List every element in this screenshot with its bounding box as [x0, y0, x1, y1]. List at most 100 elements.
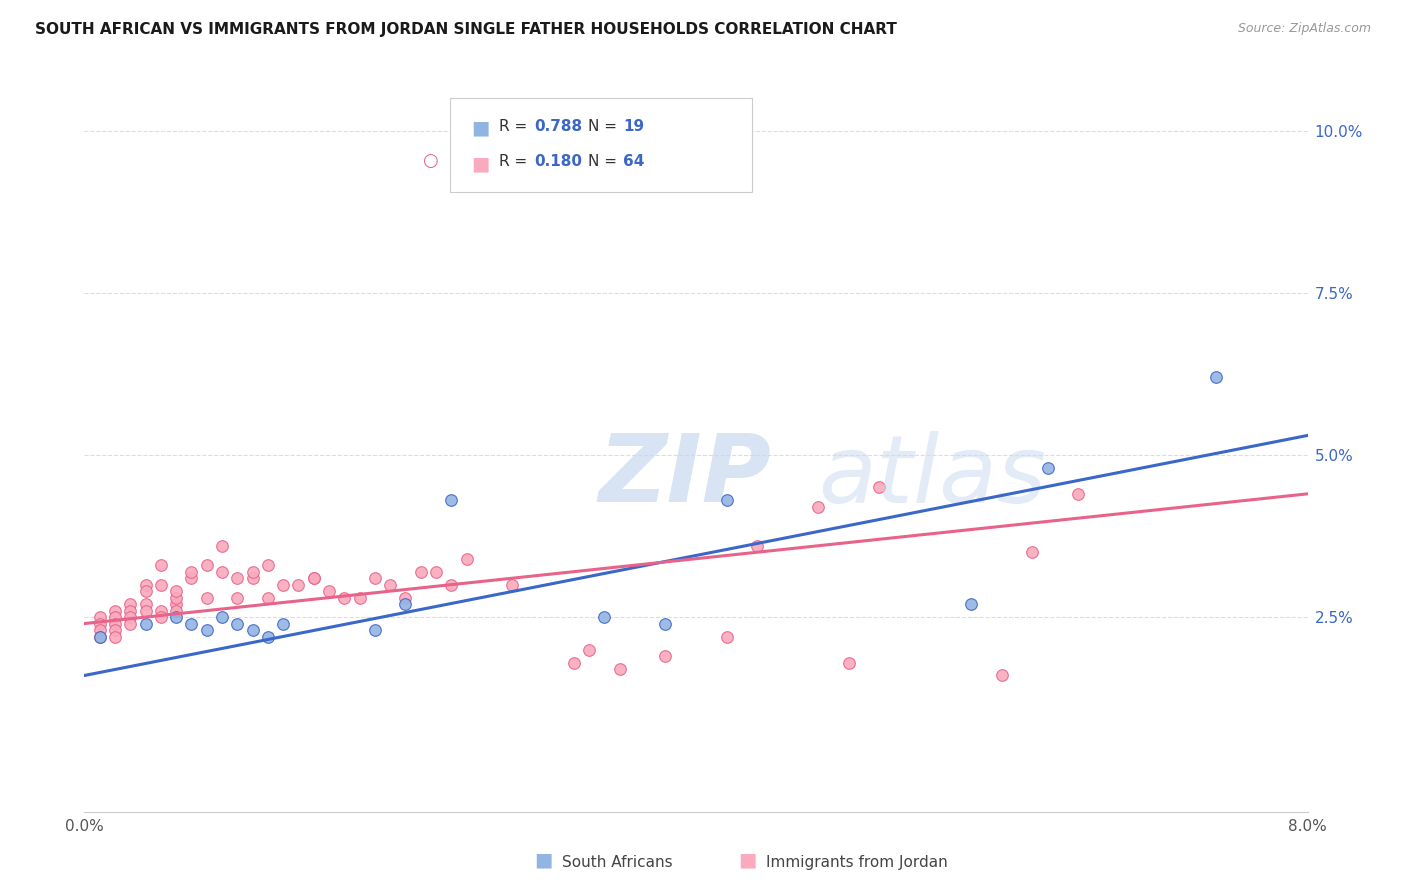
Point	[869, 480, 891, 494]
Point	[578, 642, 600, 657]
Point	[593, 610, 616, 624]
Point	[716, 493, 738, 508]
Point	[211, 610, 233, 624]
Point	[149, 604, 172, 618]
Point	[135, 597, 157, 611]
Point	[165, 610, 187, 624]
Point	[89, 630, 111, 644]
Point	[271, 577, 294, 591]
Point	[180, 571, 202, 585]
Point	[180, 565, 202, 579]
Point	[716, 630, 738, 644]
Point	[165, 597, 187, 611]
Point	[807, 500, 830, 514]
Point	[135, 616, 157, 631]
Text: atlas: atlas	[818, 431, 1046, 522]
Point	[960, 597, 983, 611]
Point	[394, 591, 416, 605]
Point	[349, 591, 371, 605]
Text: N =: N =	[588, 154, 621, 169]
Point	[257, 558, 280, 573]
Text: R =: R =	[499, 119, 533, 134]
Text: ■: ■	[471, 119, 489, 137]
Point	[104, 616, 127, 631]
Point	[89, 623, 111, 637]
Point	[242, 623, 264, 637]
Point	[242, 571, 264, 585]
Point	[120, 597, 142, 611]
Point	[104, 610, 127, 624]
Text: R =: R =	[499, 154, 533, 169]
Text: N =: N =	[588, 119, 621, 134]
Text: 0.180: 0.180	[534, 154, 582, 169]
Point	[226, 591, 249, 605]
Point	[654, 648, 676, 663]
Point	[991, 668, 1014, 682]
Point	[1021, 545, 1043, 559]
Point	[135, 577, 157, 591]
Point	[394, 597, 416, 611]
Point	[1036, 461, 1059, 475]
Text: ■: ■	[471, 154, 489, 173]
Point	[287, 577, 309, 591]
Text: 0.788: 0.788	[534, 119, 582, 134]
Point	[242, 565, 264, 579]
Point	[440, 493, 463, 508]
Point	[89, 616, 111, 631]
Point	[1205, 370, 1227, 384]
Point	[135, 584, 157, 599]
Point	[333, 591, 356, 605]
Point	[211, 565, 233, 579]
Point	[257, 630, 280, 644]
Point	[89, 610, 111, 624]
Point	[838, 656, 860, 670]
Point	[120, 616, 142, 631]
Point	[120, 604, 142, 618]
Point	[226, 571, 249, 585]
Text: ○: ○	[422, 152, 437, 169]
Point	[425, 565, 447, 579]
Text: SOUTH AFRICAN VS IMMIGRANTS FROM JORDAN SINGLE FATHER HOUSEHOLDS CORRELATION CHA: SOUTH AFRICAN VS IMMIGRANTS FROM JORDAN …	[35, 22, 897, 37]
Text: ZIP: ZIP	[598, 430, 770, 523]
Point	[409, 565, 432, 579]
Point	[104, 623, 127, 637]
Point	[380, 577, 402, 591]
Point	[195, 591, 218, 605]
Point	[149, 610, 172, 624]
Point	[104, 604, 127, 618]
Point	[89, 630, 111, 644]
Point	[1067, 487, 1090, 501]
Point	[271, 616, 294, 631]
Point	[318, 584, 340, 599]
Point	[226, 616, 249, 631]
Text: Source: ZipAtlas.com: Source: ZipAtlas.com	[1237, 22, 1371, 36]
Point	[302, 571, 325, 585]
Point	[364, 571, 387, 585]
Point	[120, 610, 142, 624]
Text: ■: ■	[738, 851, 756, 870]
Point	[149, 577, 172, 591]
Text: South Africans: South Africans	[562, 855, 673, 870]
Text: 64: 64	[623, 154, 644, 169]
Point	[747, 539, 769, 553]
Point	[165, 584, 187, 599]
Text: Immigrants from Jordan: Immigrants from Jordan	[766, 855, 948, 870]
Point	[257, 591, 280, 605]
Point	[149, 558, 172, 573]
Point	[562, 656, 585, 670]
Point	[195, 623, 218, 637]
Point	[609, 662, 631, 676]
Point	[104, 630, 127, 644]
Point	[195, 558, 218, 573]
Point	[211, 539, 233, 553]
Point	[654, 616, 676, 631]
Point	[165, 604, 187, 618]
Point	[302, 571, 325, 585]
Point	[180, 616, 202, 631]
Point	[502, 577, 524, 591]
Point	[165, 591, 187, 605]
Point	[456, 551, 478, 566]
Point	[364, 623, 387, 637]
Text: 19: 19	[623, 119, 644, 134]
Point	[135, 604, 157, 618]
